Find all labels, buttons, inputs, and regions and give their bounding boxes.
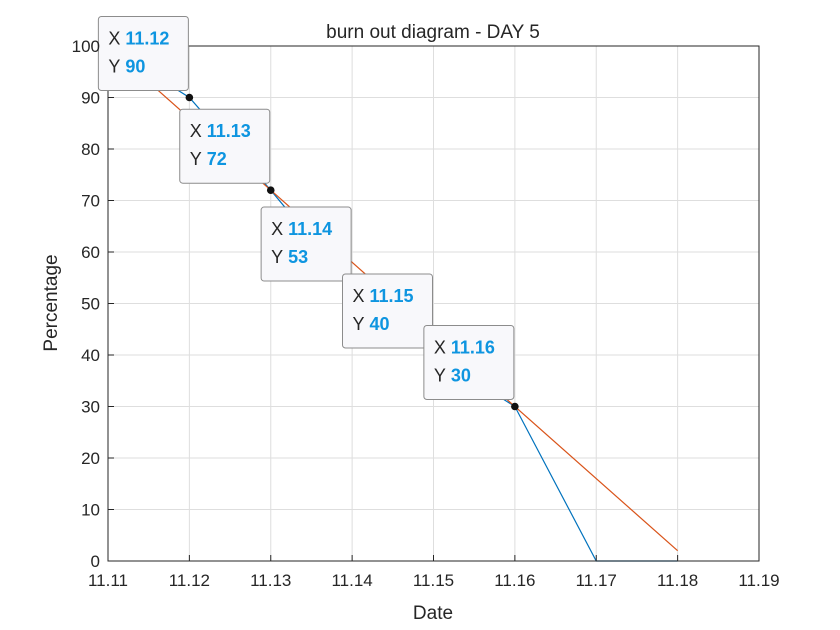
datatip-y-row: Y 30 xyxy=(434,366,471,386)
datatip-x-row: X 11.14 xyxy=(271,219,332,239)
x-tick-label: 11.15 xyxy=(413,571,454,590)
datatip[interactable]: X 11.13Y 72 xyxy=(179,108,271,184)
datatip-box xyxy=(97,16,189,91)
x-axis-label: Date xyxy=(413,603,453,624)
x-tick-label: 11.13 xyxy=(250,571,291,590)
chart-title: burn out diagram - DAY 5 xyxy=(326,22,540,43)
x-tick-label: 11.14 xyxy=(331,571,372,590)
datatip-y-row: Y 40 xyxy=(353,314,390,334)
y-tick-label: 0 xyxy=(91,552,100,571)
datatip-x-prefix: X xyxy=(271,219,283,239)
datatip-box xyxy=(342,273,433,349)
y-tick-label: 40 xyxy=(81,346,100,365)
y-tick-label: 50 xyxy=(81,295,100,314)
datatip-x-row: X 11.13 xyxy=(190,121,251,141)
datatip-y-prefix: Y xyxy=(434,366,446,386)
x-tick-label: 11.17 xyxy=(576,571,617,590)
datatip-box xyxy=(260,206,352,282)
datatip-x-row: X 11.16 xyxy=(434,338,495,358)
y-tick-label: 70 xyxy=(81,192,100,211)
datatip-y-value: 72 xyxy=(207,149,227,169)
datatip-layer: X 11.12Y 90X 11.13Y 72X 11.14Y 53X 11.15Y 40X 11.… xyxy=(97,16,515,400)
datatip-marker xyxy=(185,93,194,102)
datatip-x-prefix: X xyxy=(190,121,202,141)
tick-marks xyxy=(107,45,760,562)
datatip-y-row: Y 90 xyxy=(108,57,145,77)
datatip-x-prefix: X xyxy=(108,29,120,49)
datatip-box xyxy=(423,325,515,400)
datatip[interactable]: X 11.16Y 30 xyxy=(423,325,515,400)
y-tick-label: 30 xyxy=(81,398,100,417)
y-tick-label: 20 xyxy=(81,449,100,468)
x-tick-label: 11.12 xyxy=(169,571,210,590)
datatip-y-value: 90 xyxy=(125,57,145,77)
x-tick-label: 11.18 xyxy=(657,571,698,590)
x-tick-label: 11.19 xyxy=(738,571,779,590)
y-tick-label: 10 xyxy=(81,501,100,520)
datatip-box xyxy=(179,108,271,184)
datatip-y-value: 53 xyxy=(288,247,308,267)
y-tick-label: 100 xyxy=(72,37,100,56)
datatip-x-row: X 11.15 xyxy=(353,286,414,306)
datatip[interactable]: X 11.15Y 40 xyxy=(342,273,433,349)
y-axis-label: Percentage xyxy=(41,254,62,351)
y-tick-label: 80 xyxy=(81,140,100,159)
datatip-y-prefix: Y xyxy=(190,149,202,169)
datatip[interactable]: X 11.12Y 90 xyxy=(97,16,189,91)
datatip-y-row: Y 53 xyxy=(271,247,308,267)
datatip-y-row: Y 72 xyxy=(190,149,227,169)
x-tick-label: 11.16 xyxy=(494,571,535,590)
datatip-marker xyxy=(266,186,275,194)
datatip-y-value: 30 xyxy=(451,366,471,386)
datatip-marker xyxy=(511,402,519,411)
y-tick-label: 60 xyxy=(81,243,100,262)
datatip-x-value: 11.14 xyxy=(288,219,332,239)
datatip-x-prefix: X xyxy=(353,286,365,306)
datatip-x-value: 11.16 xyxy=(451,338,495,358)
datatip-x-row: X 11.12 xyxy=(108,29,169,49)
datatip-y-value: 40 xyxy=(370,314,390,334)
y-tick-label: 90 xyxy=(81,89,100,108)
x-tick-label: 11.11 xyxy=(88,571,128,590)
datatip-x-prefix: X xyxy=(434,338,446,358)
datatip-y-prefix: Y xyxy=(353,314,365,334)
datatip-x-value: 11.13 xyxy=(207,121,251,141)
datatip-x-value: 11.12 xyxy=(125,29,169,49)
datatip-y-prefix: Y xyxy=(271,247,283,267)
datatip[interactable]: X 11.14Y 53 xyxy=(260,206,352,282)
datatip-x-value: 11.15 xyxy=(370,286,414,306)
datatip-y-prefix: Y xyxy=(108,57,120,77)
